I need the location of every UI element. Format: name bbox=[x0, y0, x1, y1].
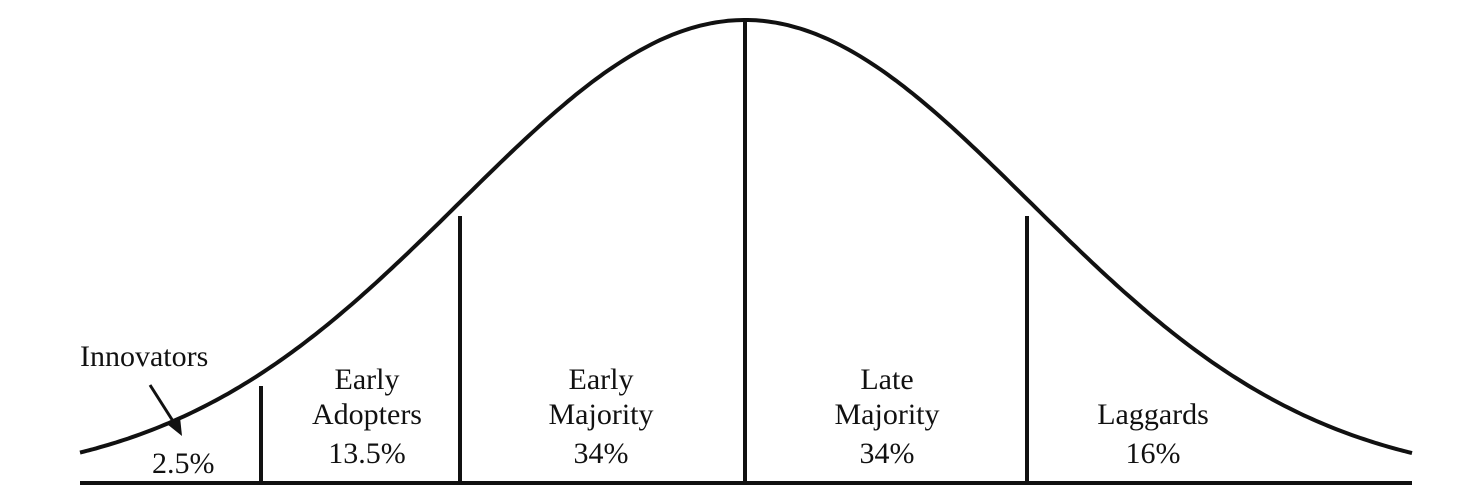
innovators-pointer-arrow bbox=[148, 384, 182, 436]
early-adopters-label-line1: Early bbox=[335, 363, 400, 396]
early-adopters-percent: 13.5% bbox=[328, 437, 406, 470]
laggards-percent: 16% bbox=[1126, 437, 1181, 470]
early-majority-label-line2: Majority bbox=[549, 398, 654, 431]
early-majority-label-line1: Early bbox=[569, 363, 634, 396]
laggards-label: Laggards bbox=[1097, 398, 1209, 431]
innovators-percent: 2.5% bbox=[152, 447, 215, 480]
late-majority-percent: 34% bbox=[860, 437, 915, 470]
innovators-label: Innovators bbox=[80, 340, 208, 373]
early-adopters-label-line2: Adopters bbox=[312, 398, 422, 431]
early-majority-percent: 34% bbox=[574, 437, 629, 470]
late-majority-label-line1: Late bbox=[860, 363, 913, 396]
late-majority-label-line2: Majority bbox=[835, 398, 940, 431]
